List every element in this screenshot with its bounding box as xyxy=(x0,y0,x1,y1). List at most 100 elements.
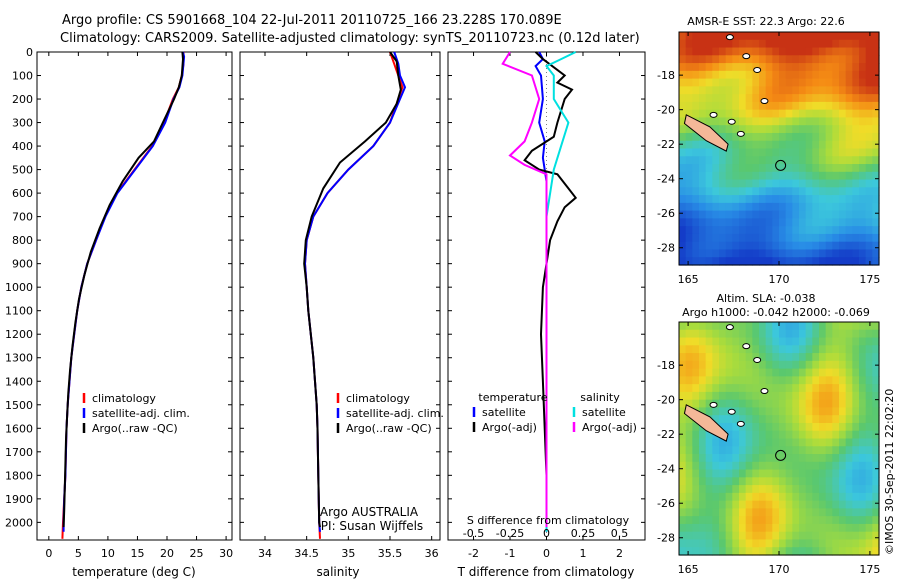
sla_map-cell xyxy=(739,422,747,432)
sst_map-cell xyxy=(805,218,813,227)
sla_map-cell xyxy=(852,322,860,331)
sla_map-cell xyxy=(839,368,847,377)
sst_map-cell xyxy=(779,47,787,56)
sla_map-cell xyxy=(699,391,707,401)
sst_map-cell xyxy=(712,187,720,196)
sst_map-cell xyxy=(812,132,820,142)
sst_map-cell xyxy=(739,156,747,165)
sst_map-cell xyxy=(685,39,693,49)
sla_map-cell xyxy=(812,485,820,494)
sst_map-cell xyxy=(805,94,813,103)
sst_map-cell xyxy=(712,179,720,188)
sla_map-cell xyxy=(705,337,713,346)
sst_map-cell xyxy=(752,233,760,243)
sla_map-cell xyxy=(852,477,860,486)
sla_map-cell xyxy=(785,384,793,393)
sla_map-cell xyxy=(819,516,827,525)
sst_map-cell xyxy=(739,164,747,173)
sla_map-cell xyxy=(765,407,773,416)
sla_map-cell xyxy=(825,391,833,401)
sst_map-cell xyxy=(872,195,880,204)
sla_map-cell xyxy=(685,345,693,354)
sst_map-cell xyxy=(705,39,713,49)
sla_map-cell xyxy=(732,368,740,377)
sla_map-cell xyxy=(679,337,687,346)
sst_map-cell xyxy=(845,32,853,41)
sst_map-cell xyxy=(865,101,873,111)
sst_map-cell xyxy=(759,179,767,188)
sla_map-cell xyxy=(779,500,787,509)
sst_map-cell xyxy=(779,101,787,111)
sst_map-cell xyxy=(765,39,773,49)
sla_map-cell xyxy=(872,438,880,447)
sla_map-cell xyxy=(812,454,820,463)
sst_map-cell xyxy=(785,148,793,157)
sla_map-cell xyxy=(692,376,700,385)
sst_map-cell xyxy=(785,257,793,266)
sla_map-cell xyxy=(812,353,820,362)
sla_map-cell xyxy=(772,430,780,440)
sst_map-cell xyxy=(819,195,827,204)
sst_map-cell xyxy=(845,55,853,64)
sst_map-cell xyxy=(865,241,873,251)
sst_map-cell xyxy=(732,70,740,80)
sla_map-cell xyxy=(852,492,860,502)
sst_map-cell xyxy=(845,101,853,111)
sla_map-cell xyxy=(799,454,807,463)
sst_map-cell xyxy=(685,171,693,181)
sla_map-cell xyxy=(765,329,773,339)
sla_map-cell xyxy=(772,516,780,525)
sla_map-cell xyxy=(719,531,727,541)
sst_map-cell xyxy=(852,117,860,126)
sla_map-cell xyxy=(845,485,853,494)
sla_map-cell xyxy=(859,508,867,517)
sst_map-cell xyxy=(732,55,740,64)
sst_map-cell xyxy=(745,55,753,64)
sst_map-cell xyxy=(845,249,853,258)
sst_map-cell xyxy=(792,218,800,227)
sla_map-cell xyxy=(785,422,793,432)
sst_map-cell xyxy=(859,226,867,235)
sla_map-cell xyxy=(759,360,767,370)
sst_map-cell xyxy=(752,101,760,111)
sst_map-cell xyxy=(832,132,840,142)
sst_map-cell xyxy=(825,156,833,165)
sst_map-cell xyxy=(825,202,833,212)
sst_map-cell xyxy=(705,210,713,219)
sla_map-cell xyxy=(812,523,820,533)
sst_map-cell xyxy=(779,109,787,119)
sst_map-cell xyxy=(799,32,807,41)
sla_map-cell xyxy=(705,469,713,478)
sst_map-cell xyxy=(799,63,807,72)
sla_map-cell xyxy=(725,391,733,401)
sst_map-cell xyxy=(799,195,807,204)
sst_map-cell xyxy=(759,39,767,49)
sst_map-cell xyxy=(725,101,733,111)
sla_map-cell xyxy=(705,329,713,339)
sla_map-cell xyxy=(679,531,687,541)
sla_map-cell xyxy=(819,485,827,494)
sst_map-cell xyxy=(779,32,787,41)
sla_map-cell xyxy=(812,438,820,447)
sst_map-cell xyxy=(725,233,733,243)
sst_map-cell xyxy=(705,78,713,87)
sal-legend-label: Argo(..raw -QC) xyxy=(346,422,432,435)
sla_map-cell xyxy=(799,523,807,533)
sst_map-cell xyxy=(852,171,860,181)
sst_map-lat-label: -22 xyxy=(657,138,675,151)
sla_map-cell xyxy=(725,485,733,494)
sst_map-cell xyxy=(772,70,780,80)
sla_map-cell xyxy=(785,539,793,548)
sst_map-cell xyxy=(699,63,707,72)
sla_map-cell xyxy=(699,345,707,354)
sla_map-cell xyxy=(852,516,860,525)
depth-tick-label: 1300 xyxy=(5,352,33,365)
sst_map-cell xyxy=(752,140,760,150)
sst_map-cell xyxy=(745,109,753,119)
sst_map-cell xyxy=(732,202,740,212)
sst_map-cell xyxy=(752,241,760,251)
sla_map-cell xyxy=(839,430,847,440)
sst_map-cell xyxy=(759,78,767,87)
sla_map-cell xyxy=(739,547,747,556)
sst_map-cell xyxy=(805,156,813,165)
